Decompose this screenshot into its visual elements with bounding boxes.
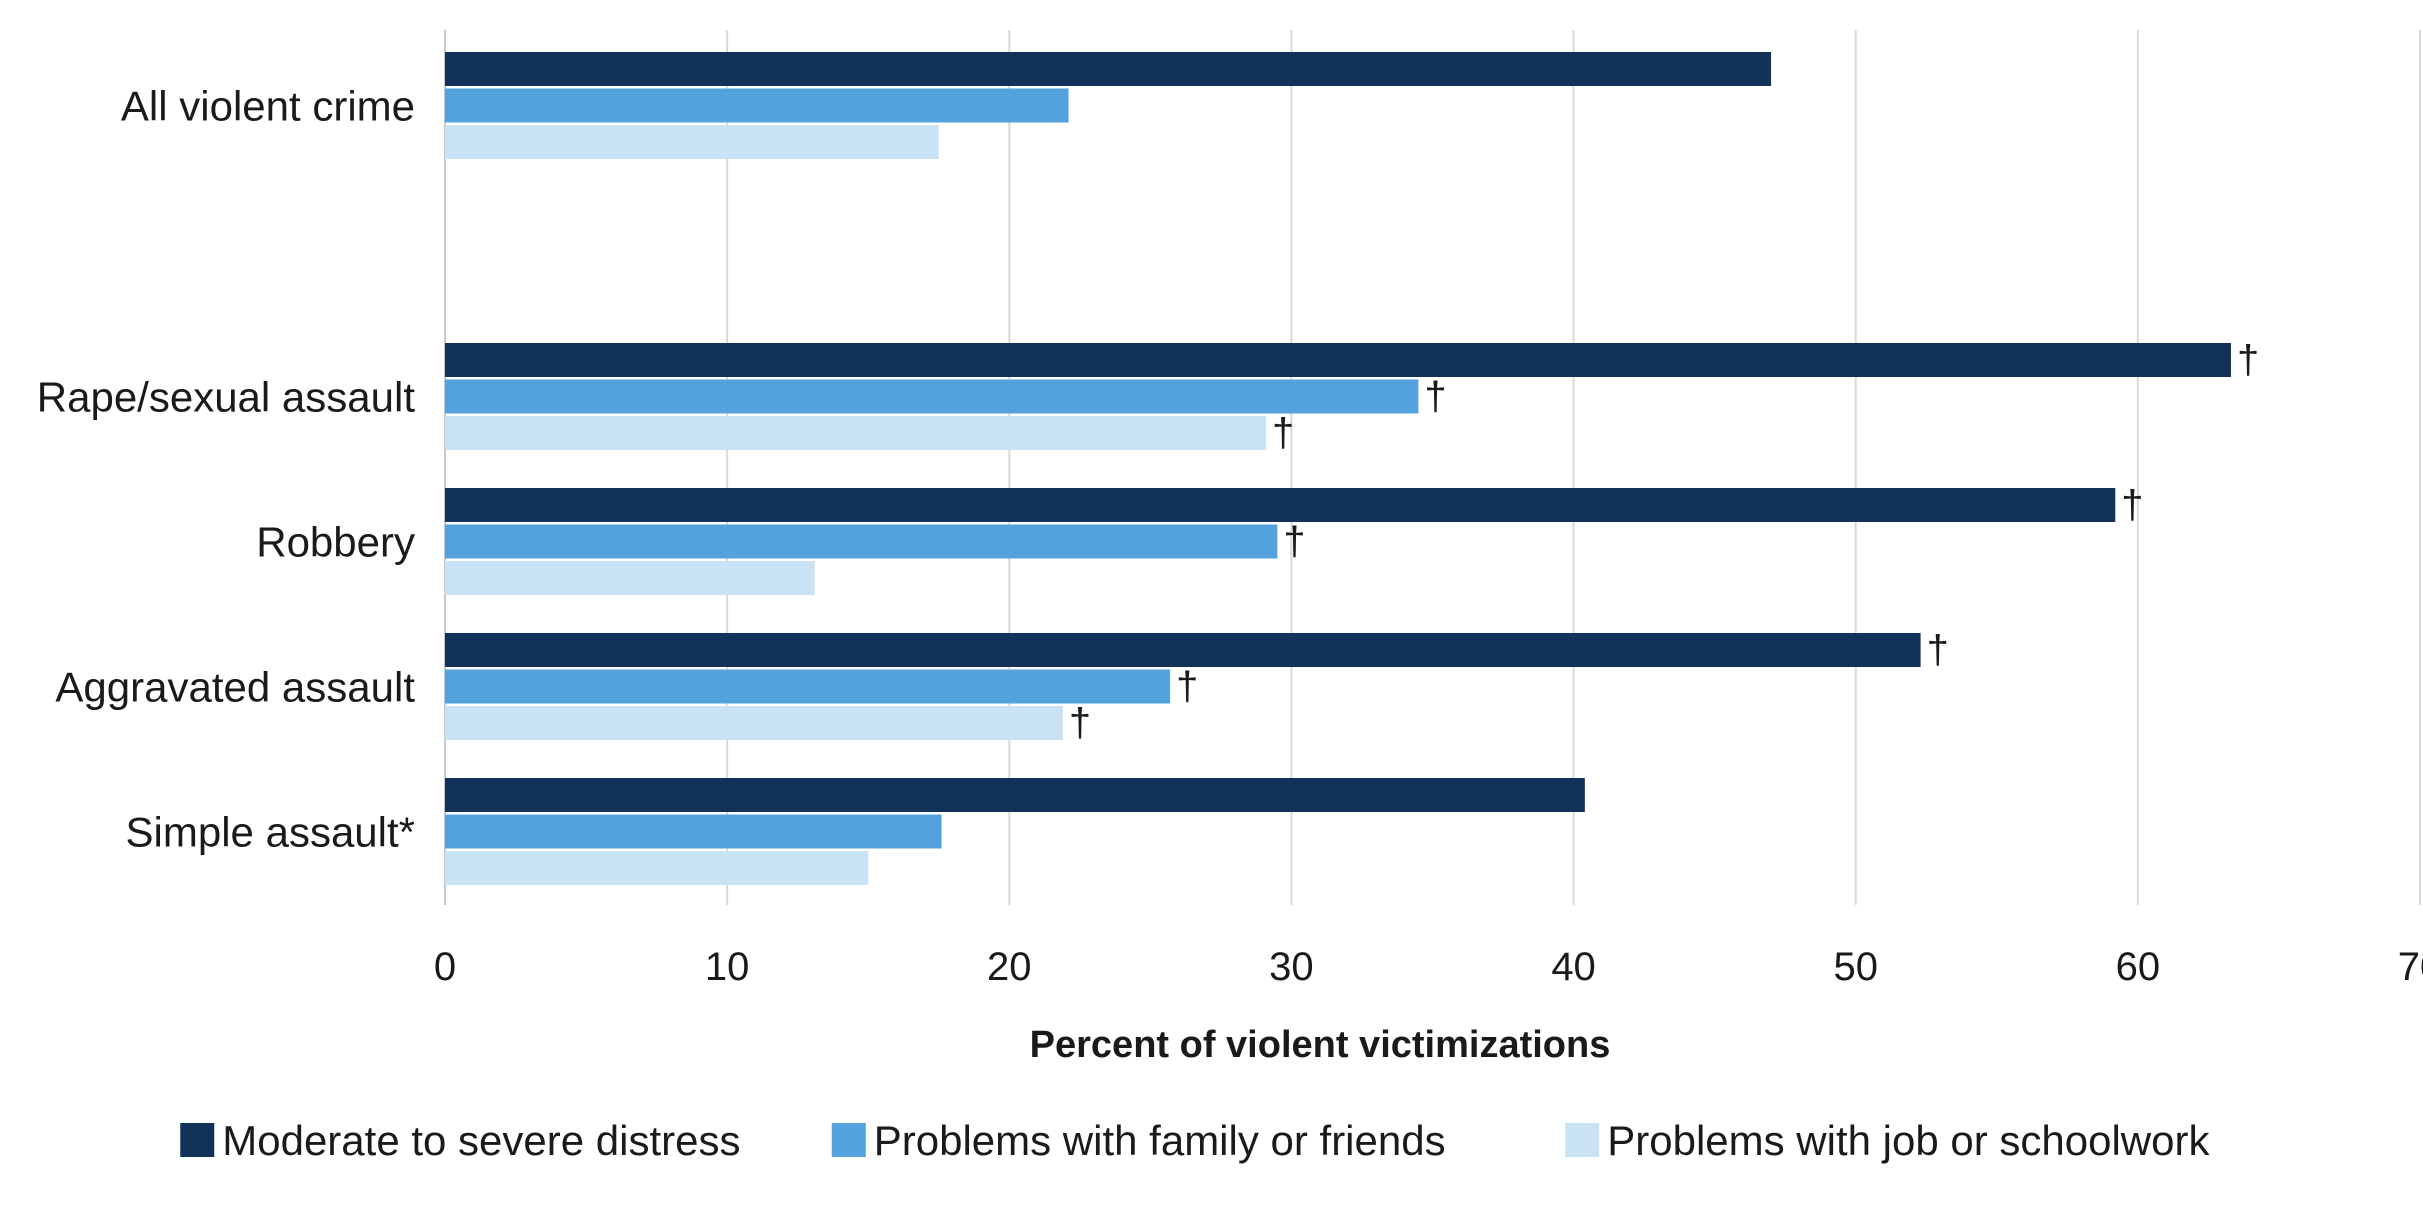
bar [445, 561, 815, 595]
gridlines [444, 30, 2421, 905]
category-label: Rape/sexual assault [37, 374, 416, 421]
bar [445, 343, 2231, 377]
bars: † † † † † † † † [445, 52, 2259, 885]
bar [445, 633, 1921, 667]
bar [445, 125, 939, 159]
x-tick-label: 0 [434, 945, 456, 989]
category-label: Robbery [256, 519, 415, 566]
legend-swatch [831, 1123, 866, 1157]
category-label: Aggravated assault [55, 664, 415, 711]
x-tick-label: 20 [987, 945, 1032, 989]
x-tick-label: 10 [705, 945, 750, 989]
bar [445, 88, 1069, 123]
x-tick-label: 30 [1269, 945, 1314, 989]
legend-swatch [180, 1123, 215, 1157]
legend: Moderate to severe distress Problems with… [180, 1117, 2210, 1164]
category-label: Simple assault* [126, 809, 415, 856]
x-tick-labels: 0 10 20 30 40 50 60 70 [434, 945, 2423, 989]
category-labels: All violent crime Rape/sexual assault Robb… [37, 83, 416, 856]
category-label: All violent crime [121, 83, 415, 130]
bar [445, 524, 1278, 559]
legend-label: Problems with family or friends [874, 1117, 1446, 1164]
bar [445, 488, 2116, 522]
significance-marker: † [1424, 375, 1446, 419]
bar [445, 379, 1419, 414]
x-tick-label: 70 [2398, 945, 2423, 989]
x-tick-label: 40 [1551, 945, 1596, 989]
significance-marker: † [1176, 665, 1198, 709]
x-tick-label: 60 [2116, 945, 2161, 989]
significance-marker: † [1283, 520, 1305, 564]
legend-label: Moderate to severe distress [222, 1117, 740, 1164]
bar [445, 669, 1171, 704]
bar [445, 814, 942, 849]
significance-marker: † [1927, 628, 1949, 672]
bar [445, 778, 1585, 812]
significance-marker: † [1069, 701, 1091, 745]
bar [445, 706, 1063, 740]
bar [445, 52, 1772, 86]
bar [445, 416, 1267, 450]
bar [445, 851, 869, 885]
significance-marker: † [2237, 338, 2259, 382]
x-tick-label: 50 [1833, 945, 1878, 989]
significance-marker: † [1272, 411, 1294, 455]
significance-marker: † [2121, 483, 2143, 527]
x-axis-title: Percent of violent victimizations [1030, 1024, 1611, 1066]
legend-swatch [1565, 1123, 1600, 1157]
legend-label: Problems with job or schoolwork [1607, 1117, 2210, 1164]
